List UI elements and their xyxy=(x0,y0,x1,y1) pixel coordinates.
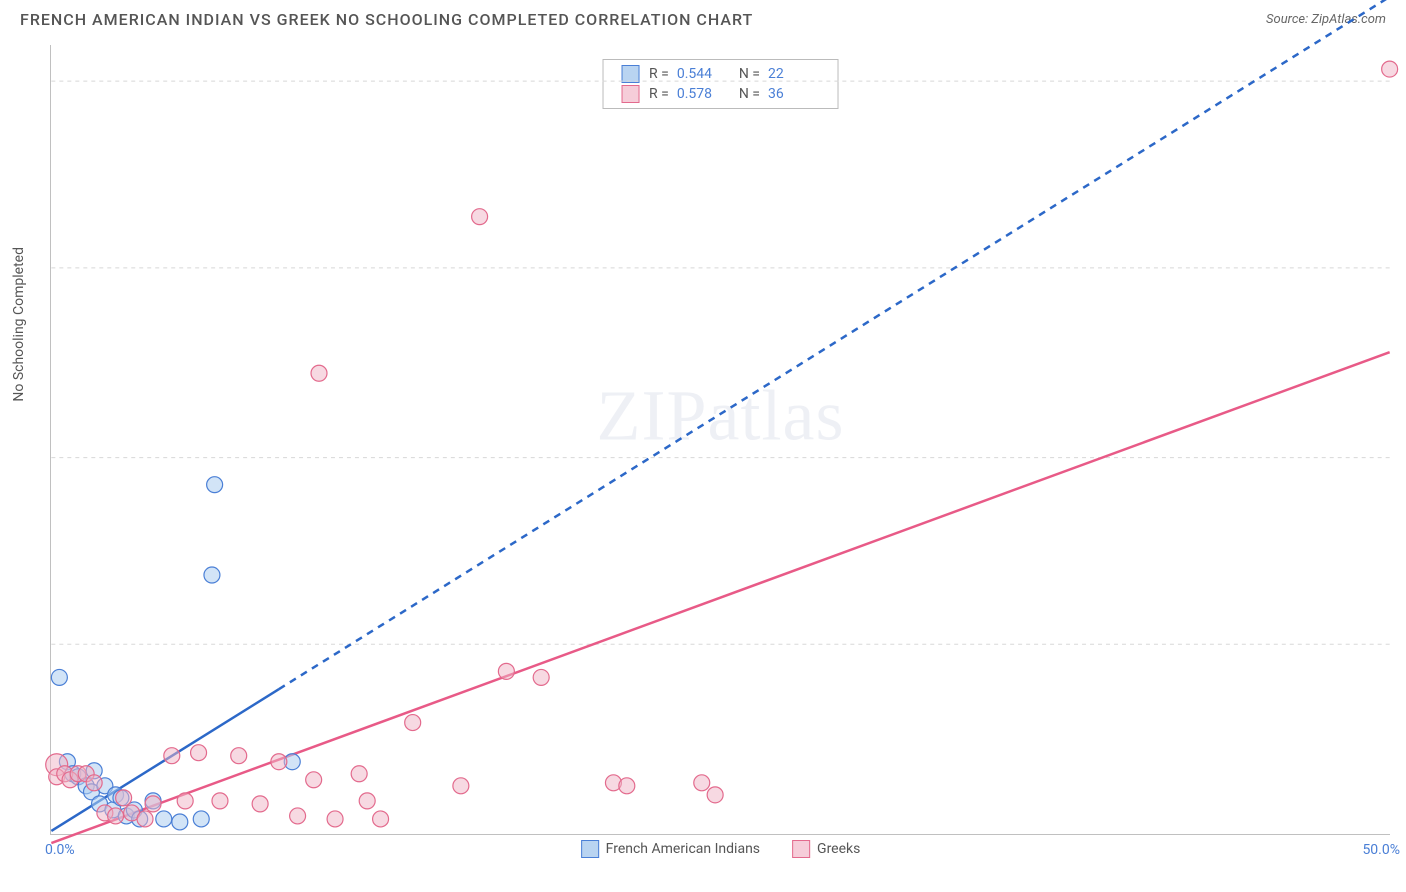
chart-title: FRENCH AMERICAN INDIAN VS GREEK NO SCHOO… xyxy=(20,10,753,29)
greeks-point xyxy=(271,754,287,770)
x-tick-min: 0.0% xyxy=(45,842,75,858)
french-american-indians-point xyxy=(193,811,209,827)
greeks-point xyxy=(145,796,161,812)
french-american-indians-point xyxy=(204,567,220,583)
greeks-point xyxy=(212,793,228,809)
greeks-point xyxy=(177,793,193,809)
greeks-point xyxy=(533,669,549,685)
greeks-point xyxy=(1382,61,1398,77)
greeks-point xyxy=(86,775,102,791)
greeks-point xyxy=(290,808,306,824)
greeks-point xyxy=(108,808,124,824)
french-american-indians-point xyxy=(207,477,223,493)
greeks-point xyxy=(472,209,488,225)
greeks-point xyxy=(694,775,710,791)
series-legend: French American Indians Greeks xyxy=(581,840,861,858)
greeks-point xyxy=(311,365,327,381)
greeks-point xyxy=(373,811,389,827)
french-american-indians-point xyxy=(156,811,172,827)
french-american-indians-point xyxy=(172,814,188,830)
french-american-indians-point xyxy=(51,669,67,685)
greeks-point xyxy=(231,748,247,764)
greeks-point xyxy=(306,772,322,788)
greeks-point xyxy=(164,748,180,764)
greeks-point xyxy=(619,778,635,794)
greeks-point xyxy=(453,778,469,794)
legend-item: Greeks xyxy=(792,840,860,858)
x-tick-max: 50.0% xyxy=(1362,842,1400,858)
plot-layer xyxy=(51,45,1390,834)
greeks-point xyxy=(252,796,268,812)
greeks-point xyxy=(137,811,153,827)
legend-swatch-icon xyxy=(581,840,599,858)
chart-plot-area: No Schooling Completed ZIPatlas R =0.544… xyxy=(50,45,1390,835)
legend-swatch-icon xyxy=(792,840,810,858)
legend-item: French American Indians xyxy=(581,840,760,858)
source-attribution: Source: ZipAtlas.com xyxy=(1266,12,1386,27)
greeks-point xyxy=(351,766,367,782)
greeks-point xyxy=(327,811,343,827)
greeks-point xyxy=(116,790,132,806)
greeks-point xyxy=(405,715,421,731)
greeks-point xyxy=(707,787,723,803)
greeks-point xyxy=(498,663,514,679)
y-axis-label: No Schooling Completed xyxy=(11,247,27,402)
greeks-point xyxy=(359,793,375,809)
greeks-point xyxy=(191,745,207,761)
